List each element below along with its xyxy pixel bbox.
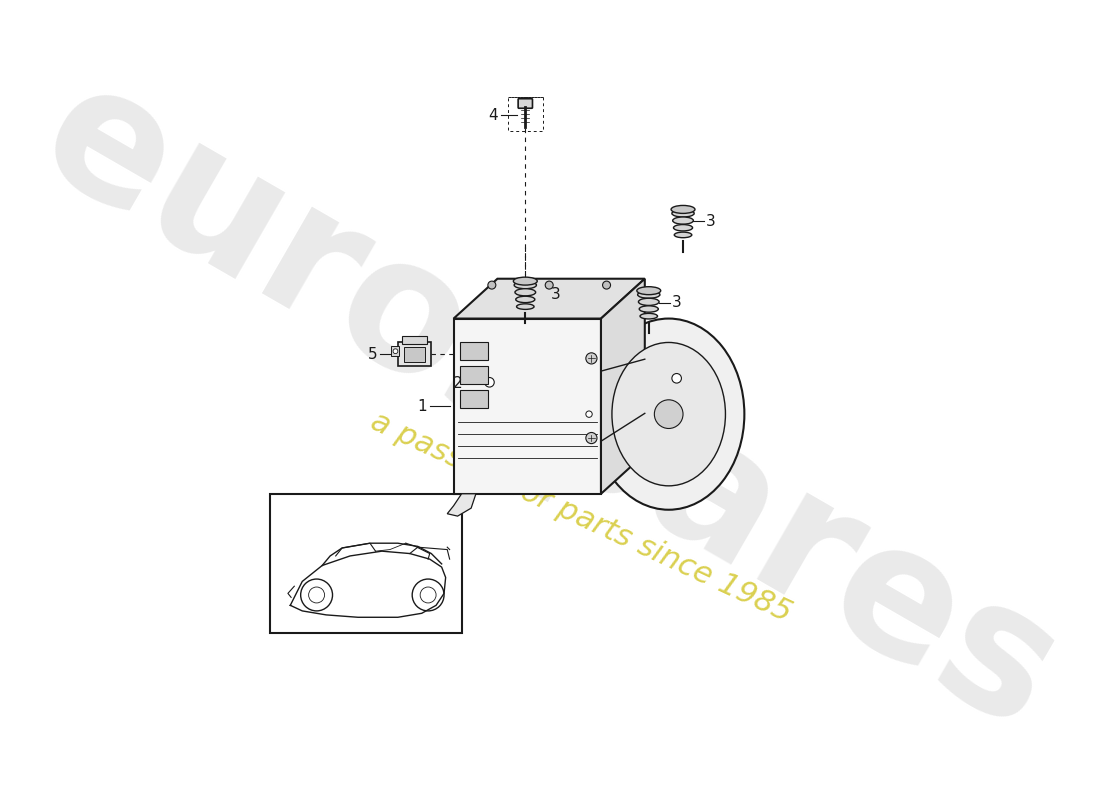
Ellipse shape — [673, 225, 693, 231]
Polygon shape — [448, 494, 476, 516]
Ellipse shape — [593, 318, 745, 510]
Bar — [460, 366, 488, 384]
Text: 3: 3 — [705, 214, 715, 229]
Bar — [398, 342, 431, 366]
Text: 3: 3 — [672, 295, 682, 310]
Text: eurospares: eurospares — [11, 45, 1087, 768]
Text: 2: 2 — [453, 376, 462, 391]
Polygon shape — [482, 370, 701, 429]
Circle shape — [586, 353, 597, 364]
Ellipse shape — [638, 291, 660, 298]
Ellipse shape — [672, 210, 694, 217]
Ellipse shape — [639, 306, 658, 312]
Ellipse shape — [514, 282, 537, 289]
Ellipse shape — [674, 232, 692, 238]
Bar — [402, 336, 427, 344]
Text: 3: 3 — [551, 287, 561, 302]
Bar — [460, 342, 488, 360]
Text: a passion for parts since 1985: a passion for parts since 1985 — [366, 407, 796, 628]
Bar — [460, 390, 488, 408]
Circle shape — [546, 281, 553, 289]
Ellipse shape — [671, 206, 695, 214]
Polygon shape — [601, 278, 645, 494]
Ellipse shape — [514, 277, 537, 285]
Ellipse shape — [673, 217, 693, 224]
Circle shape — [485, 378, 494, 387]
Circle shape — [603, 281, 611, 289]
Text: 1: 1 — [417, 398, 427, 414]
Circle shape — [672, 374, 681, 383]
Ellipse shape — [638, 298, 659, 306]
Ellipse shape — [516, 296, 535, 302]
Ellipse shape — [637, 286, 661, 294]
Ellipse shape — [515, 289, 536, 296]
Bar — [271, 494, 462, 634]
Ellipse shape — [517, 304, 535, 310]
Ellipse shape — [612, 342, 725, 486]
Polygon shape — [453, 278, 645, 318]
Bar — [453, 318, 601, 494]
Circle shape — [586, 433, 597, 444]
Text: 5: 5 — [367, 347, 377, 362]
Text: 4: 4 — [488, 108, 498, 123]
FancyBboxPatch shape — [518, 98, 532, 108]
Circle shape — [393, 349, 398, 354]
Circle shape — [586, 411, 592, 418]
Ellipse shape — [640, 314, 658, 319]
Circle shape — [654, 400, 683, 429]
Bar — [404, 347, 425, 362]
Ellipse shape — [537, 382, 641, 422]
Bar — [392, 346, 399, 356]
Circle shape — [488, 281, 496, 289]
